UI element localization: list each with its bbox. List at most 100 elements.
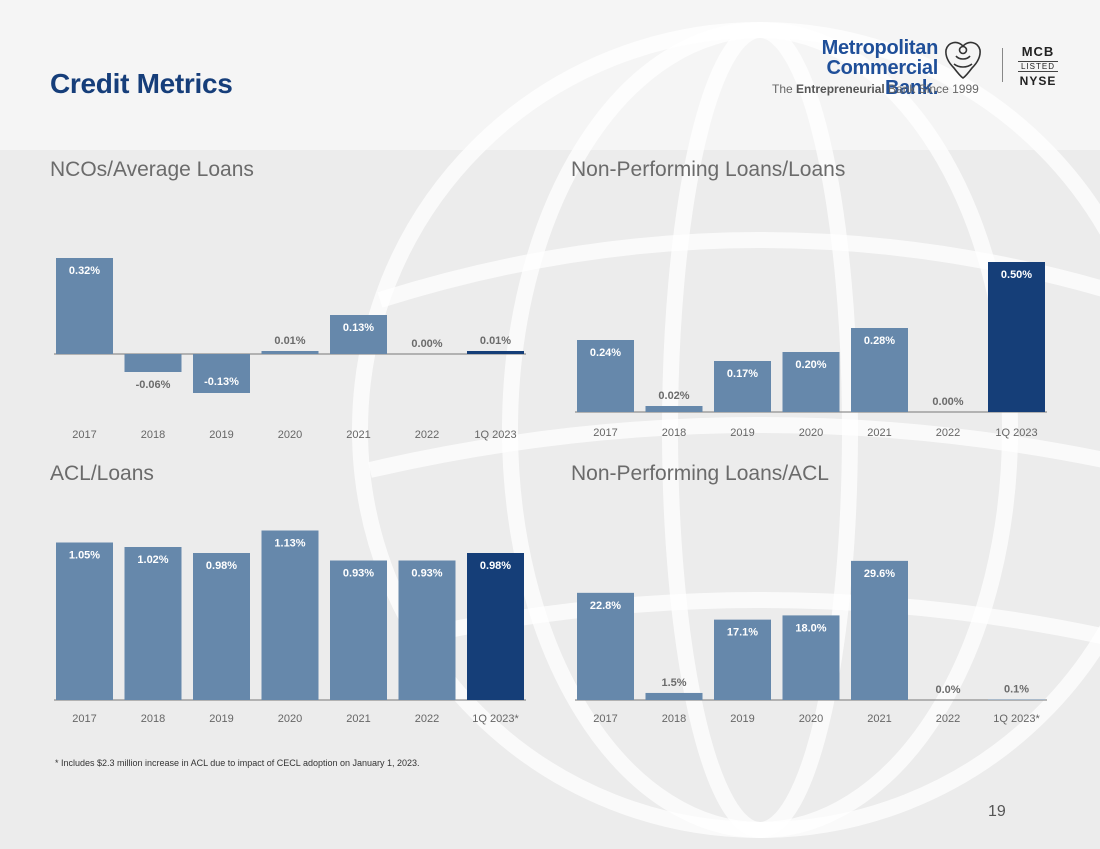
bar: [645, 406, 703, 412]
x-tick-label: 2020: [278, 713, 302, 725]
bar: [261, 530, 319, 700]
x-tick-label: 2017: [593, 713, 617, 725]
bar: [330, 315, 387, 354]
data-label: -0.13%: [204, 376, 239, 388]
data-label: 17.1%: [727, 627, 758, 639]
x-tick-label: 2021: [867, 427, 891, 439]
x-tick-label: 2020: [278, 429, 302, 441]
bar: [782, 615, 840, 700]
data-label: 0.1%: [1004, 684, 1029, 696]
data-label: 1.05%: [69, 550, 100, 562]
data-label: 1.13%: [274, 538, 305, 550]
data-label: 0.17%: [727, 368, 758, 380]
npl-loans-chart: 0.24% 2017 0.02% 2018 0.17% 2019 0.20% 2020 0.28…: [575, 262, 1047, 439]
data-label: 22.8%: [590, 600, 621, 612]
bar: [56, 258, 113, 354]
x-tick-label: 2022: [936, 427, 960, 439]
bar: [577, 592, 634, 700]
bar: [398, 560, 456, 700]
acl-loans-chart: 1.05% 2017 1.02% 2018 0.98% 2019 1.13% 2020 0.93…: [54, 530, 526, 725]
data-label: 0.50%: [1001, 269, 1032, 281]
eagle-logo-icon: [945, 41, 981, 79]
data-label: 0.0%: [935, 684, 960, 696]
x-tick-label: 1Q 2023: [995, 427, 1037, 439]
data-label: 18.0%: [795, 622, 826, 634]
tagline-bold: Entrepreneurial: [796, 82, 885, 96]
x-tick-label: 2021: [346, 429, 370, 441]
x-tick-label: 2017: [72, 713, 96, 725]
ticker-symbol: MCB: [1021, 44, 1055, 59]
bar: [467, 553, 524, 700]
bar: [56, 542, 113, 700]
x-tick-label: 2018: [662, 427, 686, 439]
company-logo: Metropolitan Commercial Bank. The Entrep…: [770, 38, 1070, 108]
x-tick-label: 2019: [730, 427, 754, 439]
x-tick-label: 2022: [415, 429, 439, 441]
data-label: 0.00%: [932, 396, 963, 408]
nyse-listing-badge: MCB LISTED NYSE: [1018, 44, 1058, 88]
x-tick-label: 1Q 2023*: [993, 713, 1040, 725]
x-tick-label: 2020: [799, 427, 823, 439]
bar: [714, 361, 771, 412]
data-label: 0.13%: [343, 322, 374, 334]
data-label: 0.93%: [343, 568, 374, 580]
chart-title-nco: NCOs/Average Loans: [50, 158, 254, 181]
data-label: 0.00%: [411, 338, 442, 350]
x-tick-label: 2021: [346, 713, 370, 725]
bar: [851, 328, 908, 412]
bar: [193, 553, 250, 700]
x-tick-label: 2020: [799, 713, 823, 725]
bar: [330, 560, 387, 700]
bar: [577, 340, 634, 412]
bar: [988, 262, 1045, 412]
data-label: 0.02%: [658, 390, 689, 402]
bar: [714, 619, 771, 700]
footnote: * Includes $2.3 million increase in ACL …: [55, 758, 420, 768]
data-label: 0.32%: [69, 265, 100, 277]
x-tick-label: 2017: [72, 429, 96, 441]
bar: [193, 354, 250, 393]
data-label: 0.01%: [274, 335, 305, 347]
data-label: 0.20%: [795, 359, 826, 371]
x-tick-label: 2022: [936, 713, 960, 725]
logo-wordmark: Metropolitan Commercial Bank.: [770, 37, 939, 99]
nco-average-loans-chart: 0.32% 2017 -0.06% 2018 -0.13% 2019 0.01% 2020 0.…: [54, 258, 526, 441]
x-tick-label: 2017: [593, 427, 617, 439]
data-label: 0.98%: [480, 560, 511, 572]
data-label: 0.28%: [864, 335, 895, 347]
chart-title-npl-acl: Non-Performing Loans/ACL: [571, 462, 829, 485]
data-label: 1.02%: [137, 554, 168, 566]
x-tick-label: 1Q 2023*: [472, 713, 519, 725]
x-tick-label: 2021: [867, 713, 891, 725]
listed-label: LISTED: [1018, 61, 1058, 72]
bar: [782, 352, 840, 412]
bar: [645, 692, 703, 700]
x-tick-label: 2019: [209, 429, 233, 441]
tagline-post: Bank Since 1999: [884, 82, 979, 96]
bar: [851, 560, 908, 700]
data-label: 29.6%: [864, 568, 895, 580]
data-label: -0.06%: [136, 379, 171, 391]
data-label: 0.24%: [590, 347, 621, 359]
npl-acl-chart: 22.8% 2017 1.5% 2018 17.1% 2019 18.0% 2020 29.6%…: [575, 560, 1047, 725]
x-tick-label: 2022: [415, 713, 439, 725]
page-number: 19: [988, 803, 1006, 820]
data-label: 0.98%: [206, 560, 237, 572]
bar: [124, 547, 182, 700]
data-label: 0.01%: [480, 335, 511, 347]
x-tick-label: 2019: [209, 713, 233, 725]
logo-line-1: Metropolitan: [821, 37, 939, 59]
logo-line-2: Commercial Bank.: [826, 57, 939, 99]
x-tick-label: 2018: [141, 713, 165, 725]
data-label: 0.93%: [411, 568, 442, 580]
x-tick-label: 2019: [730, 713, 754, 725]
x-tick-label: 2018: [662, 713, 686, 725]
chart-title-npl-loans: Non-Performing Loans/Loans: [571, 158, 846, 181]
page-title: Credit Metrics: [50, 68, 233, 99]
chart-title-acl-loans: ACL/Loans: [50, 462, 154, 485]
bar: [467, 351, 524, 354]
exchange-label: NYSE: [1019, 74, 1057, 88]
x-tick-label: 2018: [141, 429, 165, 441]
bar: [124, 354, 182, 372]
data-label: 1.5%: [661, 677, 686, 689]
